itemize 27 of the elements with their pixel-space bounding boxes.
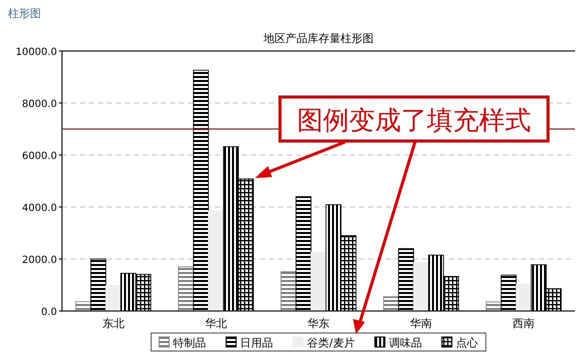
annotation: 图例变成了填充样式: [297, 106, 531, 136]
bar: [413, 262, 429, 312]
legend-label: 谷类/麦片: [307, 336, 355, 350]
legend-label: 日用品: [240, 336, 274, 350]
legend-label: 点心: [456, 336, 478, 350]
x-tick-label: 东北: [102, 317, 124, 330]
legend-label: 调味品: [388, 336, 422, 350]
x-tick-label: 华东: [308, 317, 330, 330]
x-tick-label: 华北: [204, 317, 227, 330]
bar: [178, 266, 194, 312]
bar: [208, 210, 224, 312]
bar: [280, 271, 296, 312]
x-tick-label: 华南: [410, 317, 432, 330]
bar: [516, 284, 532, 312]
x-tick-label: 西南: [512, 317, 535, 330]
chart-title: 地区产品库存量柱形图: [262, 32, 374, 45]
y-tick-label: 0.0: [41, 307, 57, 318]
text: 柱形图: [8, 7, 41, 20]
bar: [105, 285, 122, 312]
y-tick-label: 2000.0: [22, 255, 57, 266]
y-tick-label: 10000.0: [16, 47, 57, 58]
y-tick-label: 6000.0: [22, 151, 57, 162]
legend-label: 特制品: [173, 336, 206, 350]
y-tick-label: 4000.0: [22, 203, 57, 214]
bar: [310, 252, 326, 312]
y-tick-label: 8000.0: [22, 99, 57, 110]
callout-box: 图例变成了填充样式: [278, 96, 550, 142]
